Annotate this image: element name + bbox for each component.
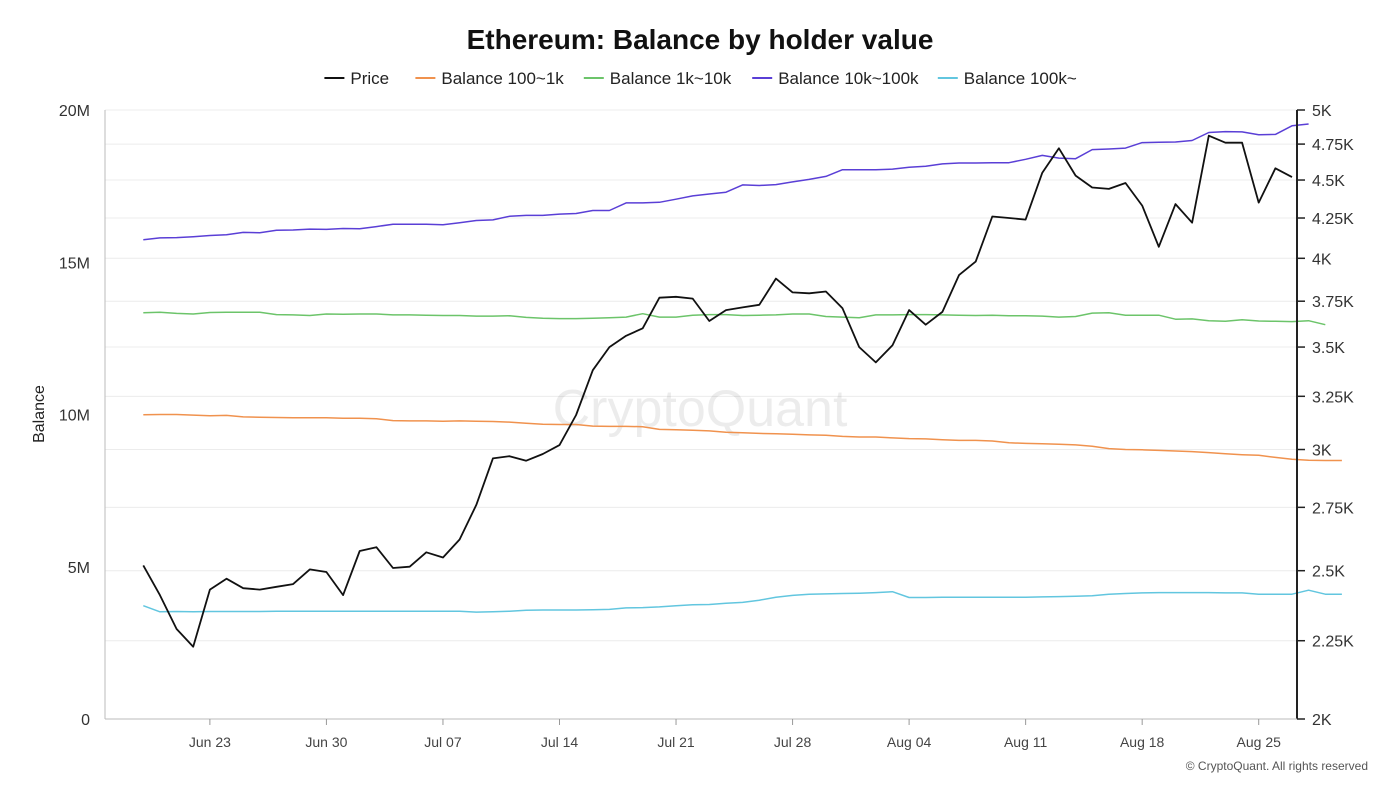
- left-tick-10m: 10M: [59, 408, 90, 425]
- right-tick-2-25k: 2.25K: [1312, 634, 1354, 651]
- legend-item-balance-100-1k[interactable]: Balance 100~1k: [415, 69, 564, 88]
- right-tick-2-5k: 2.5K: [1312, 564, 1345, 581]
- legend-label-balance-100-1k: Balance 100~1k: [441, 69, 564, 88]
- left-tick-20m: 20M: [59, 103, 90, 120]
- right-tick-3k: 3K: [1312, 443, 1332, 460]
- series-line-balance-10k-100k: [143, 123, 1309, 241]
- x-tick-aug-25: Aug 25: [1237, 734, 1282, 750]
- x-axis-ticks: Jun 23 Jun 30 Jul 07 Jul 14 Jul 21 Jul 28 Aug …: [189, 719, 1281, 750]
- right-tick-4-75k: 4.75K: [1312, 137, 1354, 154]
- series-line-balance-100-1k: [143, 413, 1342, 462]
- right-tick-2k: 2K: [1312, 712, 1332, 729]
- left-tick-15m: 15M: [59, 255, 90, 272]
- chart-title: Ethereum: Balance by holder value: [467, 24, 934, 55]
- right-tick-3-5k: 3.5K: [1312, 340, 1345, 357]
- left-axis-label: Balance: [31, 385, 48, 443]
- right-tick-3-25k: 3.25K: [1312, 389, 1354, 406]
- legend-label-balance-10k-100k: Balance 10k~100k: [778, 69, 919, 88]
- right-tick-4-25k: 4.25K: [1312, 211, 1354, 228]
- left-tick-5m: 5M: [68, 560, 90, 577]
- copyright-text: © CryptoQuant. All rights reserved: [1186, 759, 1368, 773]
- right-tick-4k: 4K: [1312, 251, 1332, 268]
- right-tick-4-5k: 4.5K: [1312, 173, 1345, 190]
- legend-label-price: Price: [350, 69, 389, 88]
- right-tick-5k: 5K: [1312, 103, 1332, 120]
- legend-item-balance-10k-100k[interactable]: Balance 10k~100k: [752, 69, 919, 88]
- legend-item-balance-100k[interactable]: Balance 100k~: [937, 69, 1077, 88]
- left-tick-0: 0: [81, 712, 90, 729]
- watermark: CryptoQuant: [553, 380, 848, 438]
- left-axis-ticks: 0 5M 10M 15M 20M: [59, 103, 90, 729]
- legend-label-balance-100k: Balance 100k~: [964, 69, 1077, 88]
- series-layer: [142, 123, 1342, 648]
- legend-item-balance-1k-10k[interactable]: Balance 1k~10k: [583, 69, 732, 88]
- series-line-price: [142, 134, 1293, 648]
- right-axis-ticks: 2K 2.25K 2.5K 2.75K 3K 3.25K 3.5K 3.75K 4K 4.25K 4…: [1297, 103, 1354, 729]
- x-tick-aug-04: Aug 04: [887, 734, 932, 750]
- right-tick-2-75k: 2.75K: [1312, 500, 1354, 517]
- x-tick-jul-28: Jul 28: [774, 734, 812, 750]
- series-line-balance-1k-10k: [143, 311, 1326, 326]
- legend: Price Balance 100~1k Balance 1k~10k Balance…: [324, 69, 1077, 88]
- x-tick-jul-14: Jul 14: [541, 734, 579, 750]
- x-tick-aug-11: Aug 11: [1004, 734, 1048, 750]
- x-tick-jul-21: Jul 21: [657, 734, 695, 750]
- series-line-balance-100k: [143, 589, 1342, 613]
- legend-label-balance-1k-10k: Balance 1k~10k: [610, 69, 732, 88]
- right-tick-3-75k: 3.75K: [1312, 294, 1354, 311]
- x-tick-aug-18: Aug 18: [1120, 734, 1165, 750]
- legend-item-price[interactable]: Price: [324, 69, 389, 88]
- x-tick-jun-23: Jun 23: [189, 734, 231, 750]
- x-tick-jun-30: Jun 30: [305, 734, 347, 750]
- x-tick-jul-07: Jul 07: [424, 734, 462, 750]
